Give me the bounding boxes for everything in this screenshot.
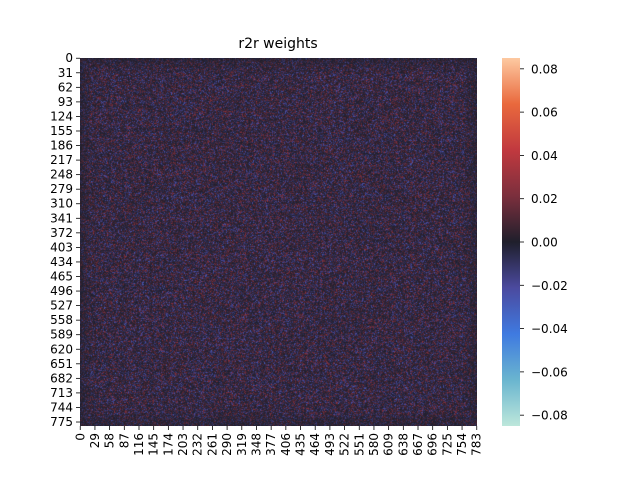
y-tick-label: 589 (50, 328, 73, 342)
colorbar-tick-label: 0.08 (531, 62, 558, 76)
colorbar-ticks: 0.08 0.06 0.04 0.02 0.00 −0.02 −0.04 −0.06 −0.08 (520, 62, 568, 423)
y-axis: 0316293124155186217248279310341372403434… (50, 51, 80, 429)
colorbar-tick-label: −0.08 (531, 409, 568, 423)
y-tick-label: 465 (50, 270, 73, 284)
y-tick-label: 155 (50, 124, 73, 138)
x-tick-label: 667 (411, 433, 425, 456)
x-tick-label: 145 (147, 433, 161, 456)
heatmap-area (80, 58, 477, 426)
colorbar-tick-label: 0.06 (531, 106, 558, 120)
y-tick-label: 496 (50, 284, 73, 298)
y-tick-label: 682 (50, 371, 73, 385)
x-tick-label: 493 (323, 433, 337, 456)
colorbar-tick-label: 0.02 (531, 192, 558, 206)
colorbar: 0.08 0.06 0.04 0.02 0.00 −0.02 −0.04 −0.06 −0.08 (502, 58, 568, 426)
x-tick-label: 464 (308, 433, 322, 456)
y-tick-label: 713 (50, 386, 73, 400)
heatmap-cells (80, 58, 477, 426)
y-tick-label: 651 (50, 357, 73, 371)
x-tick-label: 696 (426, 433, 440, 456)
y-tick-label: 775 (50, 415, 73, 429)
colorbar-bar (502, 58, 520, 426)
x-tick-label: 348 (249, 433, 263, 456)
y-tick-label: 248 (50, 168, 73, 182)
y-tick-label: 279 (50, 182, 73, 196)
y-tick-label: 403 (50, 240, 73, 254)
x-tick-label: 290 (220, 433, 234, 456)
colorbar-tick-label: −0.04 (531, 322, 568, 336)
y-tick-label: 341 (50, 211, 73, 225)
x-tick-label: 232 (191, 433, 205, 456)
y-tick-label: 527 (50, 299, 73, 313)
x-tick-label: 203 (176, 433, 190, 456)
y-tick-label: 124 (50, 109, 73, 123)
y-tick-label: 31 (58, 66, 73, 80)
colorbar-tick-label: −0.02 (531, 279, 568, 293)
chart-title: r2r weights (238, 36, 317, 52)
x-tick-label: 0 (73, 433, 87, 441)
heatmap-canvas-holder (80, 58, 477, 426)
x-tick-label: 580 (367, 433, 381, 456)
x-tick-label: 609 (382, 433, 396, 456)
y-tick-label: 434 (50, 255, 73, 269)
y-tick-label: 93 (58, 95, 73, 109)
y-tick-label: 620 (50, 342, 73, 356)
colorbar-tick-label: 0.00 (531, 236, 558, 250)
x-tick-label: 754 (455, 433, 469, 456)
y-tick-label: 310 (50, 197, 73, 211)
y-tick-label: 62 (58, 80, 73, 94)
colorbar-tick-label: 0.04 (531, 149, 558, 163)
y-tick-label: 217 (50, 153, 73, 167)
x-tick-label: 29 (88, 433, 102, 448)
x-tick-label: 638 (396, 433, 410, 456)
x-axis: 0 29 58 87 116 145 174 203 232 261 290 319 348 377 406… (73, 426, 484, 456)
x-tick-label: 551 (352, 433, 366, 456)
y-tick-label: 744 (50, 400, 73, 414)
x-tick-label: 522 (338, 433, 352, 456)
x-tick-label: 58 (103, 433, 117, 448)
y-tick-label: 558 (50, 313, 73, 327)
x-tick-label: 377 (264, 433, 278, 456)
x-tick-label: 87 (117, 433, 131, 448)
x-tick-label: 261 (205, 433, 219, 456)
x-tick-label: 319 (235, 433, 249, 456)
x-tick-label: 174 (161, 433, 175, 456)
colorbar-tick-label: −0.06 (531, 365, 568, 379)
x-tick-label: 406 (279, 433, 293, 456)
y-tick-label: 186 (50, 139, 73, 153)
y-tick-label: 0 (65, 51, 73, 65)
x-tick-label: 783 (470, 433, 484, 456)
x-tick-label: 435 (294, 433, 308, 456)
x-tick-label: 116 (132, 433, 146, 456)
x-tick-label: 725 (440, 433, 454, 456)
y-tick-label: 372 (50, 226, 73, 240)
